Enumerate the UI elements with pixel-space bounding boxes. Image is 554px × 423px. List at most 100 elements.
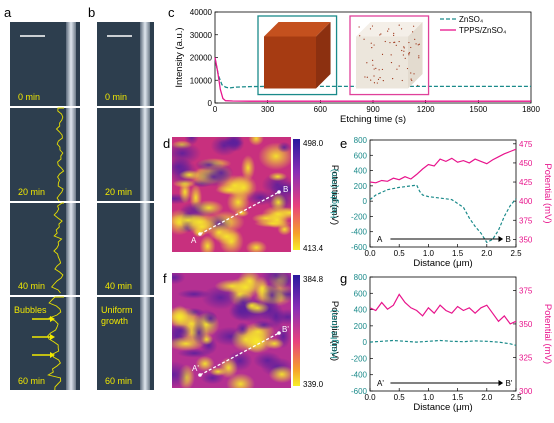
colorbar-f-max: 384.8 bbox=[303, 275, 324, 284]
panel-label-e: e bbox=[340, 136, 347, 151]
ytick-left: 800 bbox=[354, 273, 368, 282]
xtick: 2.0 bbox=[481, 249, 493, 258]
ytick-left: 600 bbox=[354, 151, 368, 160]
dendrite-boundary bbox=[50, 202, 64, 294]
chart-e: 0.0 0.5 1.0 1.5 2.0 2.5 -600 -400 -200 0 200 400 600… bbox=[329, 136, 553, 269]
xtick: 2.5 bbox=[510, 393, 522, 402]
ylabel-right: Potential (mV) bbox=[542, 304, 553, 364]
bubble-arrow-head bbox=[50, 316, 55, 322]
legend-entry: ZnSO₄ bbox=[459, 15, 483, 24]
ytick-right: 350 bbox=[519, 235, 533, 244]
ytick-left: -200 bbox=[351, 212, 368, 221]
electrode-strip bbox=[66, 203, 76, 295]
panel-label-c: c bbox=[168, 5, 175, 20]
marker-a-dot bbox=[198, 232, 202, 236]
chart-c-ytick: 0 bbox=[208, 99, 213, 108]
ytick-left: -200 bbox=[351, 354, 368, 363]
ylabel-left: Height (nm) bbox=[329, 309, 340, 359]
bubble-arrow-head bbox=[50, 352, 55, 358]
electrode-strip bbox=[66, 22, 76, 106]
ytick-left: 600 bbox=[354, 289, 368, 298]
chart-c-ytick: 30000 bbox=[190, 31, 213, 40]
chart-c-ytick: 40000 bbox=[190, 8, 213, 17]
profile-end-label: B' bbox=[505, 379, 512, 388]
ytick-left: 400 bbox=[354, 167, 368, 176]
series-height bbox=[369, 184, 517, 244]
ytick-left: 200 bbox=[354, 182, 368, 191]
dendrite-boundary bbox=[47, 296, 64, 391]
xtick: 2.0 bbox=[481, 393, 493, 402]
chart-c-xtick: 900 bbox=[366, 105, 380, 114]
marker-b-dot bbox=[277, 190, 281, 194]
electrode-strip bbox=[66, 297, 76, 390]
frame-time-label: 40 min bbox=[18, 281, 45, 291]
ytick-right: 350 bbox=[519, 320, 533, 329]
ytick-right: 325 bbox=[519, 353, 533, 362]
colorbar-f bbox=[293, 275, 300, 386]
frame-time-label: 40 min bbox=[105, 281, 132, 291]
ytick-right: 450 bbox=[519, 159, 533, 168]
xtick: 0.5 bbox=[394, 249, 406, 258]
colorbar-d-max: 498.0 bbox=[303, 139, 324, 148]
ytick-left: -600 bbox=[351, 387, 368, 396]
xtick: 0.0 bbox=[364, 249, 376, 258]
xtick: 1.0 bbox=[423, 393, 435, 402]
ylabel-left: Height (nm) bbox=[329, 169, 340, 219]
ytick-right: 425 bbox=[519, 178, 533, 187]
chart-c-xtick: 1800 bbox=[522, 105, 540, 114]
xtick: 0.5 bbox=[394, 393, 406, 402]
profile-start-label: A' bbox=[377, 379, 384, 388]
chart-c-xtick: 1200 bbox=[417, 105, 435, 114]
chart-c-series-0 bbox=[214, 58, 531, 89]
marker-a-prime: A' bbox=[192, 364, 199, 373]
series-potential bbox=[369, 148, 517, 184]
ytick-left: -400 bbox=[351, 228, 368, 237]
ytick-left: 0 bbox=[363, 197, 368, 206]
frame-time-label: 60 min bbox=[18, 376, 45, 386]
ytick-right: 475 bbox=[519, 140, 533, 149]
ytick-left: 0 bbox=[363, 338, 368, 347]
marker-a: A bbox=[191, 236, 197, 245]
chart-g: 0.0 0.5 1.0 1.5 2.0 2.5 -600 -400 -200 0 200 400 600… bbox=[329, 273, 553, 413]
chart-c-xtick: 0 bbox=[213, 105, 218, 114]
marker-b-prime: B' bbox=[282, 325, 289, 334]
ytick-right: 400 bbox=[519, 197, 533, 206]
frame-time-label: 20 min bbox=[18, 187, 45, 197]
ytick-right: 375 bbox=[519, 286, 533, 295]
xtick: 0.0 bbox=[364, 393, 376, 402]
dendrite-boundary bbox=[55, 107, 65, 202]
legend-entry: TPPS/ZnSO₄ bbox=[459, 26, 506, 35]
marker-b: B bbox=[283, 185, 288, 194]
chart-c-xlabel: Etching time (s) bbox=[340, 114, 406, 125]
xlabel: Distance (μm) bbox=[413, 402, 472, 413]
xtick: 1.0 bbox=[423, 249, 435, 258]
profile-arrow-head bbox=[498, 236, 504, 242]
panel-label-d: d bbox=[163, 136, 170, 151]
panel-label-a: a bbox=[4, 5, 12, 20]
xlabel: Distance (μm) bbox=[413, 258, 472, 269]
chart-c-ytick: 10000 bbox=[190, 76, 213, 85]
panel-a-frames: 0 min 20 min 40 min 60 min Bubbles bbox=[10, 22, 80, 391]
bubble-arrow-head bbox=[50, 334, 55, 340]
colorbar-f-label: Potential (mV) bbox=[329, 301, 340, 361]
panel-label-b: b bbox=[88, 5, 95, 20]
ytick-right: 300 bbox=[519, 387, 533, 396]
electrode-strip bbox=[66, 108, 76, 201]
chart-c-series-1 bbox=[214, 57, 531, 102]
xtick: 2.5 bbox=[510, 249, 522, 258]
xtick: 1.5 bbox=[452, 393, 464, 402]
chart-c-xtick: 300 bbox=[261, 105, 275, 114]
xtick: 1.5 bbox=[452, 249, 464, 258]
chart-g-frame bbox=[369, 276, 517, 392]
profile-arrow-head bbox=[498, 380, 504, 386]
ytick-left: 800 bbox=[354, 136, 368, 145]
marker-a-prime-dot bbox=[198, 373, 202, 377]
chart-c-ytick: 20000 bbox=[190, 54, 213, 63]
colorbar-d-label: Potential (mV) bbox=[329, 165, 340, 225]
ytick-left: 400 bbox=[354, 306, 368, 315]
ytick-left: 200 bbox=[354, 322, 368, 331]
electrode-strip bbox=[140, 203, 150, 295]
frame-time-label: 60 min bbox=[105, 376, 132, 386]
profile-end-label: B bbox=[505, 235, 510, 244]
